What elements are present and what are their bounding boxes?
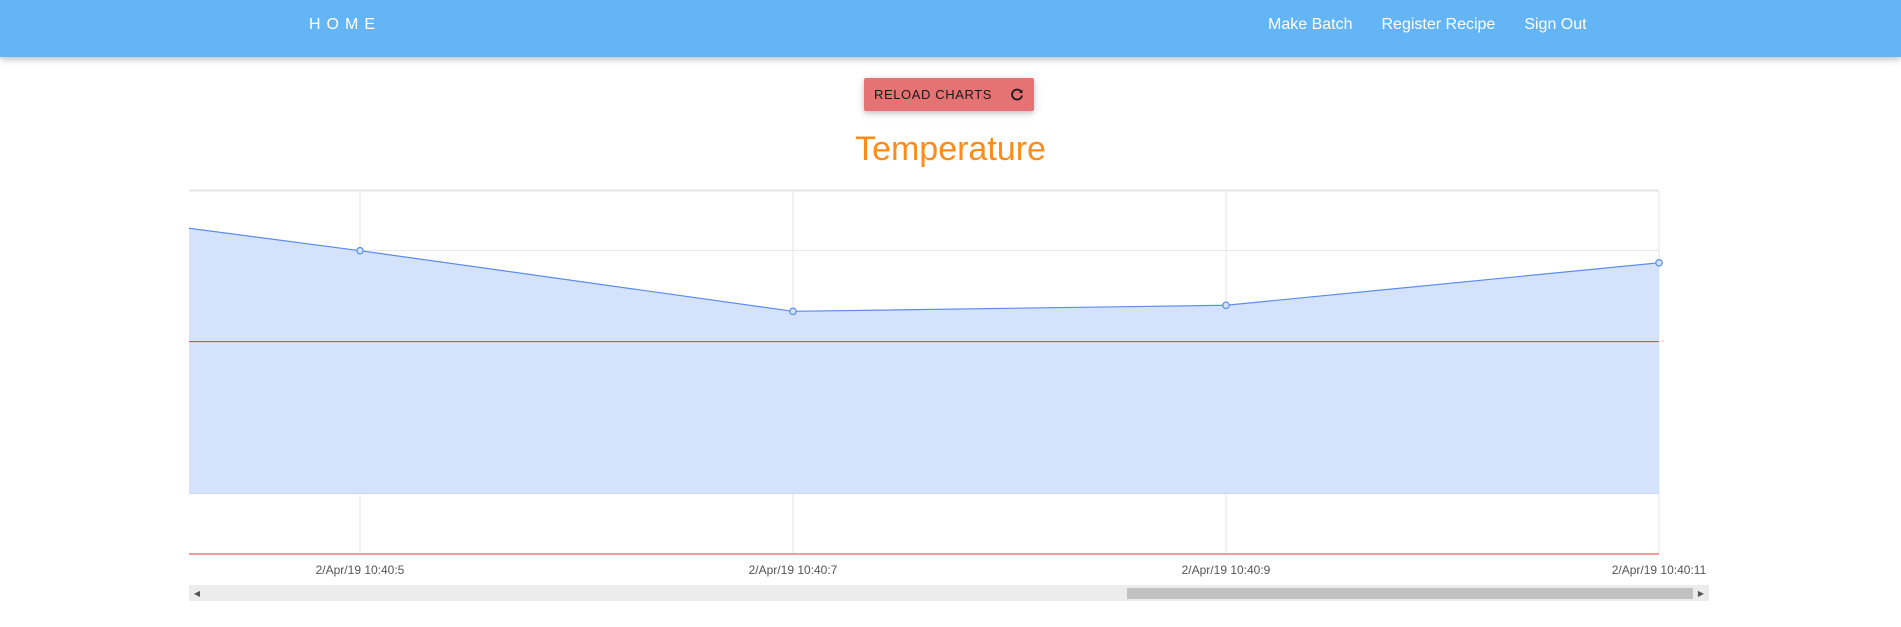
nav-links: Make Batch Register Recipe Sign Out: [1268, 16, 1616, 34]
series-area-fill: [189, 228, 1659, 494]
register-recipe-link[interactable]: Register Recipe: [1381, 16, 1496, 33]
x-tick-labels: 2/Apr/19 10:40:5 2/Apr/19 10:40:7 2/Apr/19…: [316, 563, 1707, 577]
data-point[interactable]: [356, 246, 364, 255]
chart-scrollbar[interactable]: ◀ ▶: [189, 585, 1709, 601]
chart-title: Temperature: [855, 130, 1046, 168]
x-tick-label: 2/Apr/19 10:40:7: [749, 563, 838, 577]
x-tick-label: 2/Apr/19 10:40:5: [316, 563, 405, 577]
series-points: [356, 246, 1663, 316]
scroll-left-arrow-icon[interactable]: ◀: [193, 588, 201, 598]
home-link[interactable]: HOME: [309, 16, 381, 33]
data-point[interactable]: [789, 307, 797, 316]
refresh-icon: [1010, 88, 1024, 102]
data-point[interactable]: [1222, 301, 1230, 310]
scroll-thumb[interactable]: [1127, 588, 1693, 599]
top-navbar: HOME Make Batch Register Recipe Sign Out: [0, 0, 1901, 57]
x-tick-label: 2/Apr/19 10:40:11: [1612, 563, 1707, 577]
reload-charts-label: RELOAD CHARTS: [873, 87, 993, 102]
sign-out-link[interactable]: Sign Out: [1524, 16, 1587, 33]
reload-charts-button[interactable]: RELOAD CHARTS: [864, 78, 1034, 111]
data-point[interactable]: [1655, 258, 1663, 267]
x-tick-label: 2/Apr/19 10:40:9: [1182, 563, 1271, 577]
make-batch-link[interactable]: Make Batch: [1268, 16, 1353, 33]
scroll-right-arrow-icon[interactable]: ▶: [1697, 588, 1705, 598]
